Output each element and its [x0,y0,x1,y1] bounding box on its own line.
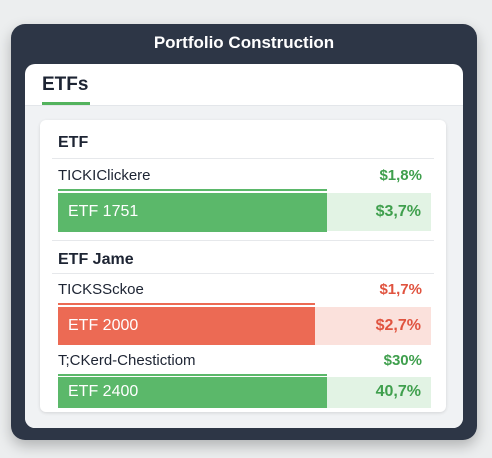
ticker-name: TICKSSckoe [58,281,144,298]
portfolio-window: Portfolio Construction ETFs ETF TICKICli… [11,24,477,440]
etf-name: ETF 1751 [68,203,139,220]
window-title: Portfolio Construction [153,33,335,52]
ticker-row[interactable]: TICKSSckoe $1,7% [58,278,432,302]
etf-pct: 40,7% [375,383,421,400]
etf-card: ETF TICKIClickere $1,8% ETF 1751 $3,7% E… [40,120,446,412]
etf-name: ETF 2400 [68,383,139,400]
etf-bar-fill [58,377,327,408]
etf-row[interactable]: ETF 1751 $3,7% [58,193,431,231]
ticker-row[interactable]: TICKIClickere $1,8% [58,164,432,188]
ticker-bar [58,374,327,376]
ticker-bar [58,189,327,191]
etf-row[interactable]: ETF 2400 40,7% [58,377,431,408]
active-tab-indicator [42,102,90,105]
ticker-pct: $30% [383,352,422,369]
ticker-pct: $1,7% [379,281,422,298]
section-title-etf-jame: ETF Jame [58,251,134,268]
section-title-etf: ETF [58,134,89,151]
tab-etfs[interactable]: ETFs [42,74,89,95]
tab-bar: ETFs [25,64,463,106]
main-panel: ETFs ETF TICKIClickere $1,8% ETF 1751 $3… [25,64,463,428]
ticker-row[interactable]: T;CKerd-Chestictiom $30% [58,349,432,373]
etf-pct: $3,7% [375,203,421,220]
divider [52,273,434,274]
ticker-name: TICKIClickere [58,167,151,184]
divider [52,240,434,241]
etf-bar-underline [58,230,327,232]
ticker-pct: $1,8% [379,167,422,184]
etf-row[interactable]: ETF 2000 $2,7% [58,307,431,345]
ticker-name: T;CKerd-Chestictiom [58,352,196,369]
etf-pct: $2,7% [375,317,421,334]
etf-bar-fill [58,307,316,345]
etf-bar-fill [58,193,327,231]
etf-name: ETF 2000 [68,317,139,334]
content-area: ETF TICKIClickere $1,8% ETF 1751 $3,7% E… [25,106,463,428]
ticker-bar [58,303,316,305]
divider [52,158,434,159]
